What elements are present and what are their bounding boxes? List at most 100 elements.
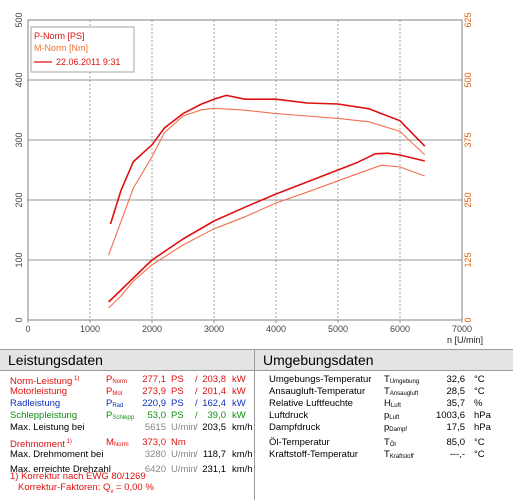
row-value: 28,5 <box>446 386 466 397</box>
legend-entry-p-norm: P-Norm [PS] <box>34 31 85 41</box>
row-unit-2: km/h <box>232 422 253 433</box>
row-unit: °C <box>474 437 485 448</box>
x-axis-label: n [U/min] <box>447 335 483 345</box>
row-separator: / <box>195 464 198 475</box>
row-unit-2: km/h <box>232 449 253 460</box>
row-unit-1: PS <box>171 374 184 385</box>
legend-entry-date: 22.06.2011 9:31 <box>56 57 120 67</box>
y-right-tick-label: 250 <box>463 192 473 207</box>
row-unit-1: U/min <box>171 422 196 433</box>
row-value: 32,6 <box>446 374 466 385</box>
row-label: Öl-Temperatur <box>269 437 330 448</box>
row-separator: / <box>195 410 198 421</box>
row-value-1: 53,0 <box>147 410 167 421</box>
y-left-tick-label: 300 <box>14 132 24 147</box>
row-label: Max. Drehmoment bei <box>10 449 104 460</box>
row-symbol: TUmgebung <box>384 374 420 385</box>
series-line <box>108 164 425 309</box>
row-unit: hPa <box>474 410 491 421</box>
y-left-tick-label: 0 <box>14 317 24 322</box>
footnote-correction: 1) Korrektur nach EWG 80/1269 <box>10 471 146 482</box>
umgebung-row: Ansaugluft-Temperatur TAnsaugluft 28,5 °C <box>255 385 513 398</box>
dyno-chart: 0 1000 2000 3000 4000 5000 6000 700001002003004… <box>14 12 483 345</box>
row-unit-1: PS <box>171 386 184 397</box>
row-label: Motorleistung <box>10 386 68 397</box>
footnote-factors-prefix: Korrektur-Faktoren: Q <box>18 482 111 493</box>
legend-box <box>30 26 135 73</box>
row-separator: / <box>195 374 198 385</box>
row-symbol: PRad <box>106 398 124 409</box>
row-label: Drehmoment 1) <box>10 439 72 451</box>
panel-title: Leistungsdaten <box>0 349 254 371</box>
row-separator: / <box>195 386 198 397</box>
umgebung-row: Dampfdruck pDampf 17,5 hPa <box>255 421 513 434</box>
row-value-1: 273,9 <box>142 386 166 397</box>
leistung-row: Max. erreichte Drehzahl 6420 U/min/ 231,1 km… <box>0 463 254 476</box>
row-label: Radleistung <box>10 398 61 409</box>
leistung-row: Max. Leistung bei 5615 U/min/ 203,5 km/h <box>0 421 254 434</box>
row-symbol: PNorm <box>106 374 128 385</box>
umgebung-row: Relative Luftfeuchte HLuft 35,7% <box>255 397 513 410</box>
series-line <box>109 94 426 225</box>
row-value-2: 201,4 <box>202 386 226 397</box>
y-right-tick-label: 500 <box>463 72 473 87</box>
row-value-2: 231,1 <box>202 464 226 475</box>
row-label: Max. Leistung bei <box>10 422 85 433</box>
y-left-tick-label: 500 <box>14 12 24 27</box>
row-value-2: 203,5 <box>202 422 226 433</box>
footnote-factors-suffix: = 0,00 % <box>113 482 154 493</box>
row-unit: hPa <box>474 422 491 433</box>
leistung-row: Schleppleistung PSchlepp 53,0 PS / 39,0 kW <box>0 409 254 422</box>
row-symbol: pLuft <box>384 410 400 421</box>
row-value-2: 203,8 <box>202 374 226 385</box>
row-value-1: 277,1 <box>142 374 166 385</box>
row-unit-1: PS <box>171 410 184 421</box>
row-unit: °C <box>474 374 485 385</box>
y-left-tick-label: 400 <box>14 72 24 87</box>
row-unit-2: kW <box>232 410 246 421</box>
row-symbol: PMot <box>106 386 123 397</box>
umgebung-row: Luftdruck pLuft 1003,6 hPa <box>255 409 513 422</box>
row-symbol: pDampf <box>384 422 407 433</box>
row-value-2: 162,4 <box>202 398 226 409</box>
y-right-tick-label: 375 <box>463 132 473 147</box>
row-value: 1003,6 <box>435 410 465 421</box>
x-tick-label: 6000 <box>390 324 410 334</box>
row-value-2: 39,0 <box>207 410 227 421</box>
row-unit: % <box>474 398 483 409</box>
x-tick-label: 4000 <box>266 324 286 334</box>
row-value: 17,5 <box>446 422 466 433</box>
row-label: Norm-Leistung 1) <box>10 376 80 388</box>
row-unit-1: U/min <box>171 464 196 475</box>
x-tick-label: 2000 <box>142 324 162 334</box>
row-label: Dampfdruck <box>269 422 321 433</box>
row-separator: / <box>195 449 198 460</box>
row-value-2: 118,7 <box>202 449 226 460</box>
legend-entry-m-norm: M-Norm [Nm] <box>34 43 88 53</box>
leistung-row: Max. Drehmoment bei 3280 U/min/ 118,7 km/h <box>0 448 254 461</box>
row-symbol: PSchlepp <box>106 410 135 421</box>
y-right-tick-label: 0 <box>463 317 473 322</box>
y-left-tick-label: 200 <box>14 192 24 207</box>
row-symbol: MNorm <box>106 437 129 448</box>
series-line <box>108 152 425 303</box>
row-symbol: TÖl <box>384 437 396 448</box>
row-label: Luftdruck <box>269 410 309 421</box>
umgebung-row: Umgebungs-Temperatur TUmgebung 32,6 °C <box>255 373 513 386</box>
x-tick-label: 3000 <box>204 324 224 334</box>
row-label: Ansaugluft-Temperatur <box>269 386 366 397</box>
row-value-1: 3280 <box>144 449 166 460</box>
row-label: Kraftstoff-Temperatur <box>269 449 359 460</box>
footnote-line-1: 1) Korrektur nach EWG 80/1269 <box>10 471 146 482</box>
x-tick-label: 0 <box>25 324 30 334</box>
footnote-factors: Korrektur-Faktoren: Qv = 0,00 % <box>18 482 154 498</box>
leistungsdaten-panel: Leistungsdaten Norm-Leistung 1) PNorm 277,… <box>0 349 254 500</box>
row-unit-2: kW <box>232 386 246 397</box>
row-unit: °C <box>474 449 485 460</box>
umgebung-row: Kraftstoff-Temperatur TKraftstoff ---,- °C <box>255 448 513 461</box>
umgebungsdaten-panel: Umgebungsdaten Umgebungs-Temperatur TUmge… <box>255 349 513 500</box>
leistung-row: Motorleistung PMot 273,9 PS / 201,4 kW <box>0 385 254 398</box>
row-separator: / <box>195 398 198 409</box>
row-symbol: TKraftstoff <box>384 449 414 460</box>
panel-title: Umgebungsdaten <box>255 349 513 371</box>
